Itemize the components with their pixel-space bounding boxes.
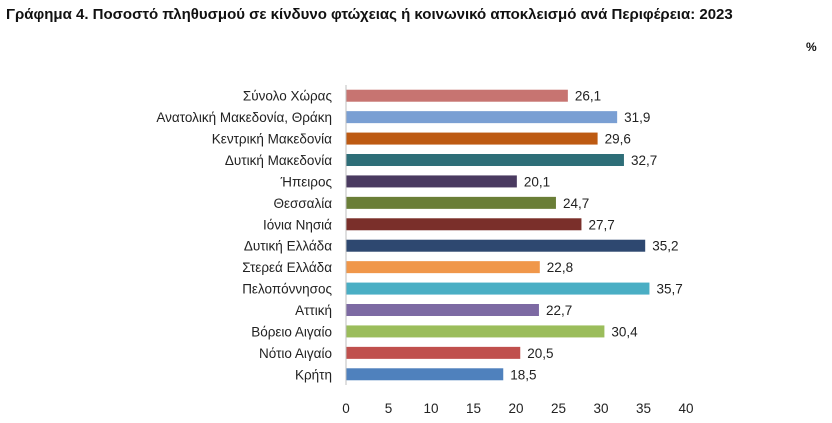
data-label: 18,5 bbox=[510, 367, 536, 382]
bar bbox=[346, 282, 650, 295]
x-tick-label: 25 bbox=[551, 401, 566, 416]
category-label: Στερεά Ελλάδα bbox=[242, 260, 332, 275]
category-label: Αττική bbox=[295, 303, 332, 318]
data-label: 35,2 bbox=[652, 239, 678, 254]
data-label: 29,6 bbox=[605, 132, 631, 147]
bar bbox=[346, 154, 624, 166]
bar bbox=[346, 261, 540, 274]
x-tick-label: 30 bbox=[593, 401, 608, 416]
bar bbox=[346, 111, 618, 124]
category-label: Ανατολική Μακεδονία, Θράκη bbox=[156, 110, 332, 125]
data-label: 32,7 bbox=[631, 153, 657, 168]
category-label: Βόρειο Αιγαίο bbox=[251, 324, 332, 339]
data-label: 22,8 bbox=[547, 260, 573, 275]
data-label: 35,7 bbox=[656, 282, 682, 297]
data-label: 30,4 bbox=[611, 324, 638, 339]
data-label: 27,7 bbox=[588, 217, 614, 232]
bar bbox=[346, 218, 582, 231]
chart-title: Γράφημα 4. Ποσοστό πληθυσμού σε κίνδυνο … bbox=[6, 6, 733, 23]
data-label: 24,7 bbox=[563, 196, 589, 211]
category-label: Κεντρική Μακεδονία bbox=[212, 132, 332, 147]
category-label: Σύνολο Χώρας bbox=[243, 89, 333, 104]
category-label: Κρήτη bbox=[295, 367, 332, 382]
bar bbox=[346, 175, 517, 188]
category-label: Νότιο Αιγαίο bbox=[259, 346, 332, 361]
bar bbox=[346, 304, 539, 316]
data-label: 31,9 bbox=[624, 110, 650, 125]
bar bbox=[346, 132, 598, 145]
bar bbox=[346, 196, 556, 209]
x-tick-label: 40 bbox=[678, 401, 693, 416]
category-label: Δυτική Μακεδονία bbox=[225, 153, 332, 168]
x-tick-label: 35 bbox=[636, 401, 651, 416]
x-tick-label: 10 bbox=[423, 401, 438, 416]
bar bbox=[346, 368, 504, 381]
bar bbox=[346, 325, 605, 338]
data-label: 20,1 bbox=[524, 174, 550, 189]
x-tick-label: 0 bbox=[342, 401, 350, 416]
x-tick-label: 15 bbox=[466, 401, 481, 416]
bar bbox=[346, 89, 568, 102]
data-label: 20,5 bbox=[527, 346, 553, 361]
category-label: Ήπειρος bbox=[280, 174, 333, 189]
unit-label: % bbox=[806, 40, 817, 54]
data-label: 22,7 bbox=[546, 303, 572, 318]
bar bbox=[346, 239, 646, 252]
category-label: Πελοπόννησος bbox=[242, 282, 332, 297]
data-label: 26,1 bbox=[575, 89, 601, 104]
x-tick-label: 5 bbox=[385, 401, 393, 416]
category-label: Δυτική Ελλάδα bbox=[244, 239, 332, 254]
bar bbox=[346, 346, 521, 359]
x-tick-label: 20 bbox=[508, 401, 523, 416]
category-label: Θεσσαλία bbox=[273, 196, 332, 211]
category-label: Ιόνια Νησιά bbox=[263, 217, 332, 232]
